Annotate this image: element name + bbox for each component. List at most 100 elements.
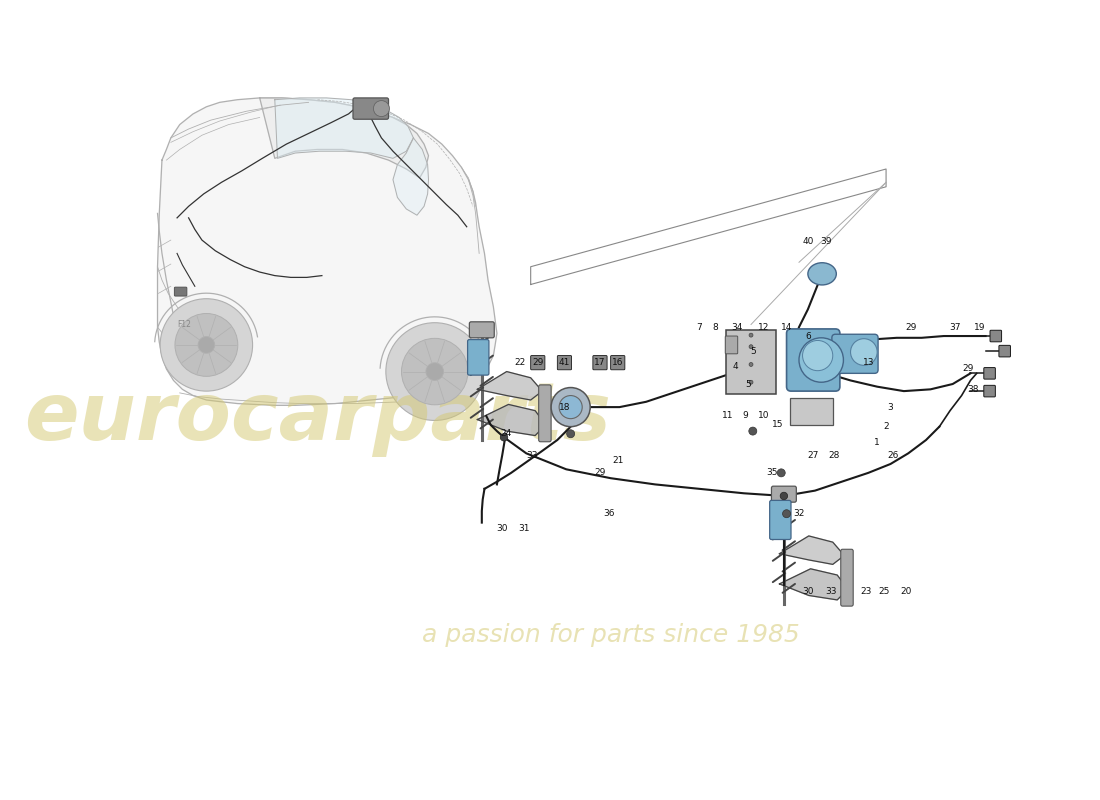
Text: 24: 24: [500, 430, 512, 438]
Text: 32: 32: [793, 510, 805, 518]
Text: eurocarparts: eurocarparts: [24, 378, 611, 457]
Text: 19: 19: [974, 322, 986, 332]
Text: 27: 27: [807, 450, 818, 459]
Text: 37: 37: [949, 322, 961, 332]
Circle shape: [566, 403, 574, 411]
Text: 28: 28: [829, 450, 840, 459]
Text: 12: 12: [758, 322, 769, 332]
Circle shape: [749, 380, 754, 384]
Text: 4: 4: [733, 362, 738, 370]
Text: 30: 30: [496, 524, 508, 534]
Circle shape: [559, 395, 582, 418]
FancyBboxPatch shape: [530, 355, 544, 370]
Circle shape: [850, 338, 877, 366]
Text: 7: 7: [696, 322, 703, 332]
Circle shape: [780, 492, 788, 500]
Text: 25: 25: [879, 586, 890, 595]
Text: 1: 1: [874, 438, 880, 447]
FancyBboxPatch shape: [990, 330, 1002, 342]
Text: 33: 33: [527, 450, 538, 459]
Circle shape: [812, 365, 818, 373]
Polygon shape: [477, 371, 542, 400]
Text: 33: 33: [825, 586, 837, 595]
Text: F12: F12: [177, 320, 191, 329]
Text: 5: 5: [750, 346, 756, 356]
Circle shape: [198, 337, 214, 354]
Circle shape: [426, 362, 443, 380]
Circle shape: [749, 362, 754, 366]
Text: 18: 18: [559, 402, 570, 412]
Circle shape: [782, 510, 791, 518]
Ellipse shape: [807, 262, 836, 285]
Text: 6: 6: [805, 331, 811, 341]
Text: 13: 13: [862, 358, 874, 367]
Text: 41: 41: [559, 358, 570, 367]
Circle shape: [803, 341, 833, 370]
Text: 14: 14: [781, 322, 792, 332]
Polygon shape: [393, 138, 429, 215]
Text: 11: 11: [723, 411, 734, 421]
Text: 29: 29: [905, 322, 916, 332]
Polygon shape: [260, 98, 429, 178]
Text: 10: 10: [758, 411, 769, 421]
FancyBboxPatch shape: [983, 386, 996, 397]
FancyBboxPatch shape: [832, 334, 878, 374]
Circle shape: [175, 314, 238, 376]
Circle shape: [500, 434, 508, 441]
Text: 15: 15: [772, 420, 783, 430]
FancyBboxPatch shape: [470, 322, 494, 338]
Text: 34: 34: [732, 322, 742, 332]
Circle shape: [749, 333, 754, 337]
Polygon shape: [780, 569, 848, 600]
Text: 22: 22: [515, 358, 526, 367]
Polygon shape: [275, 98, 414, 158]
Circle shape: [551, 387, 591, 426]
Text: 36: 36: [603, 510, 615, 518]
FancyBboxPatch shape: [771, 486, 796, 502]
Polygon shape: [477, 405, 546, 435]
FancyBboxPatch shape: [840, 550, 854, 606]
FancyBboxPatch shape: [999, 346, 1011, 357]
FancyBboxPatch shape: [558, 355, 572, 370]
Text: 16: 16: [612, 358, 624, 367]
Text: 20: 20: [900, 586, 911, 595]
Text: 29: 29: [594, 468, 606, 478]
FancyBboxPatch shape: [610, 355, 625, 370]
Polygon shape: [780, 536, 845, 564]
FancyBboxPatch shape: [175, 287, 187, 296]
Circle shape: [749, 427, 757, 435]
Text: a passion for parts since 1985: a passion for parts since 1985: [421, 623, 800, 647]
Circle shape: [373, 101, 389, 117]
Text: 30: 30: [802, 586, 814, 595]
Text: 29: 29: [962, 365, 974, 374]
FancyBboxPatch shape: [790, 398, 833, 425]
Circle shape: [749, 345, 754, 349]
Text: 35: 35: [767, 468, 778, 478]
FancyBboxPatch shape: [725, 336, 738, 354]
Text: 2: 2: [883, 422, 889, 431]
Text: 3: 3: [888, 402, 893, 412]
Circle shape: [778, 469, 785, 477]
FancyBboxPatch shape: [770, 500, 791, 539]
FancyBboxPatch shape: [983, 367, 996, 379]
Text: 40: 40: [802, 238, 814, 246]
FancyBboxPatch shape: [786, 329, 840, 391]
FancyBboxPatch shape: [353, 98, 388, 119]
Circle shape: [386, 322, 484, 421]
Text: 9: 9: [742, 411, 749, 421]
FancyBboxPatch shape: [539, 385, 551, 442]
Circle shape: [566, 430, 574, 438]
Text: 29: 29: [532, 358, 543, 367]
Text: 31: 31: [518, 524, 529, 534]
FancyBboxPatch shape: [468, 339, 488, 375]
Circle shape: [402, 338, 468, 405]
Circle shape: [161, 298, 253, 391]
Text: 26: 26: [888, 450, 899, 459]
Text: 8: 8: [713, 322, 718, 332]
Text: 39: 39: [820, 238, 832, 246]
Circle shape: [799, 338, 844, 382]
Polygon shape: [157, 98, 497, 406]
FancyBboxPatch shape: [726, 330, 775, 394]
Text: 23: 23: [861, 586, 872, 595]
Text: 21: 21: [612, 456, 624, 465]
